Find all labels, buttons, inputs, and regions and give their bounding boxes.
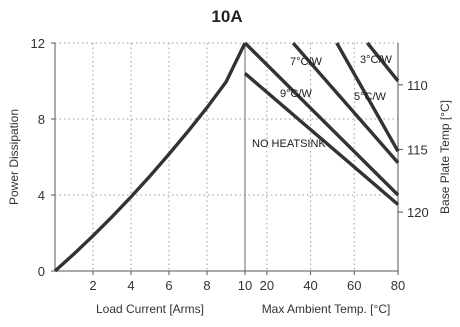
- derating-line: [335, 42, 400, 153]
- x-tick-label: 8: [203, 278, 210, 293]
- x2-axis-label: Max Ambient Temp. [°C]: [262, 302, 391, 316]
- series-layer: [53, 41, 400, 273]
- y2-tick-label: 115: [407, 142, 428, 157]
- x2-tick-label: 60: [347, 278, 361, 293]
- chart-title: 10A: [211, 7, 242, 26]
- series-label: NO HEATSINK: [252, 138, 326, 150]
- x-tick-label: 4: [127, 278, 134, 293]
- text-layer: 0 4 8 12 2 4 6 8 10 20 40 60 80 110 115 120 NO HEATSINK 9…: [7, 7, 452, 316]
- x-axis-label: Load Current [Arms]: [96, 302, 204, 316]
- derating-line: [291, 41, 400, 164]
- x2-tick-label: 20: [260, 278, 274, 293]
- series-label: 7°C/W: [290, 56, 323, 68]
- y2-tick-label: 110: [407, 78, 428, 93]
- y-tick-label: 4: [38, 188, 45, 203]
- x-tick-label: 2: [89, 278, 96, 293]
- derating-line: [243, 41, 400, 197]
- x2-tick-label: 80: [391, 278, 405, 293]
- x2-tick-label: 40: [303, 278, 317, 293]
- y-tick-label: 0: [38, 264, 45, 279]
- series-label: 5°C/W: [354, 91, 387, 103]
- series-label: 9°C/W: [280, 88, 313, 100]
- x-tick-label: 6: [165, 278, 172, 293]
- y-tick-label: 12: [31, 36, 45, 51]
- x-tick-label: 10: [238, 278, 252, 293]
- derating-line: [243, 72, 400, 206]
- series-label: 3°C/W: [360, 54, 393, 66]
- derating-line: [366, 41, 400, 83]
- load-current-curve: [53, 42, 247, 273]
- y-tick-label: 8: [38, 112, 45, 127]
- y2-tick-label: 120: [407, 205, 429, 220]
- y-axis-label: Power Dissipation: [7, 109, 21, 205]
- y2-axis-label: Base Plate Temp [°C]: [438, 100, 452, 214]
